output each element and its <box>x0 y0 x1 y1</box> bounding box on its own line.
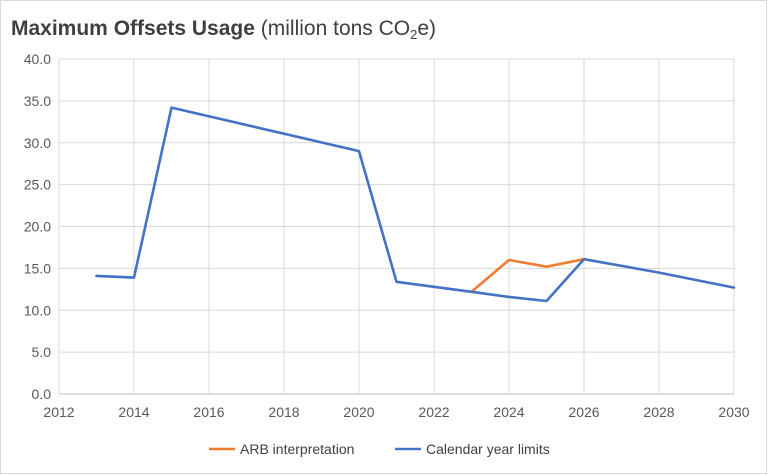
x-tick-label: 2016 <box>193 404 224 420</box>
y-tick-label: 25.0 <box>24 177 51 193</box>
y-tick-label: 30.0 <box>24 135 51 151</box>
legend-label: ARB interpretation <box>240 441 354 457</box>
units-prefix: (million tons CO <box>260 17 411 40</box>
series-line-1 <box>95 106 736 303</box>
y-tick-label: 5.0 <box>32 344 52 360</box>
x-tick-label: 2030 <box>718 404 749 420</box>
y-tick-label: 20.0 <box>24 219 51 235</box>
chart-title-units: (million tons CO2e) <box>260 17 437 42</box>
x-tick-label: 2012 <box>43 404 74 420</box>
chart-title: Maximum Offsets Usage (million tons CO2e… <box>11 17 436 41</box>
y-tick-label: 10.0 <box>24 302 51 318</box>
units-suffix: e) <box>417 17 437 40</box>
x-tick-label: 2024 <box>493 404 524 420</box>
series-line-0 <box>470 257 586 294</box>
y-tick-label: 0.0 <box>32 386 52 402</box>
legend-label: Calendar year limits <box>426 441 550 457</box>
y-tick-label: 15.0 <box>24 260 51 276</box>
x-tick-label: 2026 <box>568 404 599 420</box>
chart-title-main: Maximum Offsets Usage <box>11 17 255 40</box>
units-subscript: 2 <box>410 27 418 42</box>
y-tick-label: 35.0 <box>24 93 51 109</box>
x-tick-label: 2014 <box>118 404 149 420</box>
y-tick-label: 40.0 <box>24 51 51 67</box>
x-tick-label: 2020 <box>343 404 374 420</box>
x-tick-label: 2022 <box>418 404 449 420</box>
x-tick-label: 2028 <box>643 404 674 420</box>
x-tick-label: 2018 <box>268 404 299 420</box>
